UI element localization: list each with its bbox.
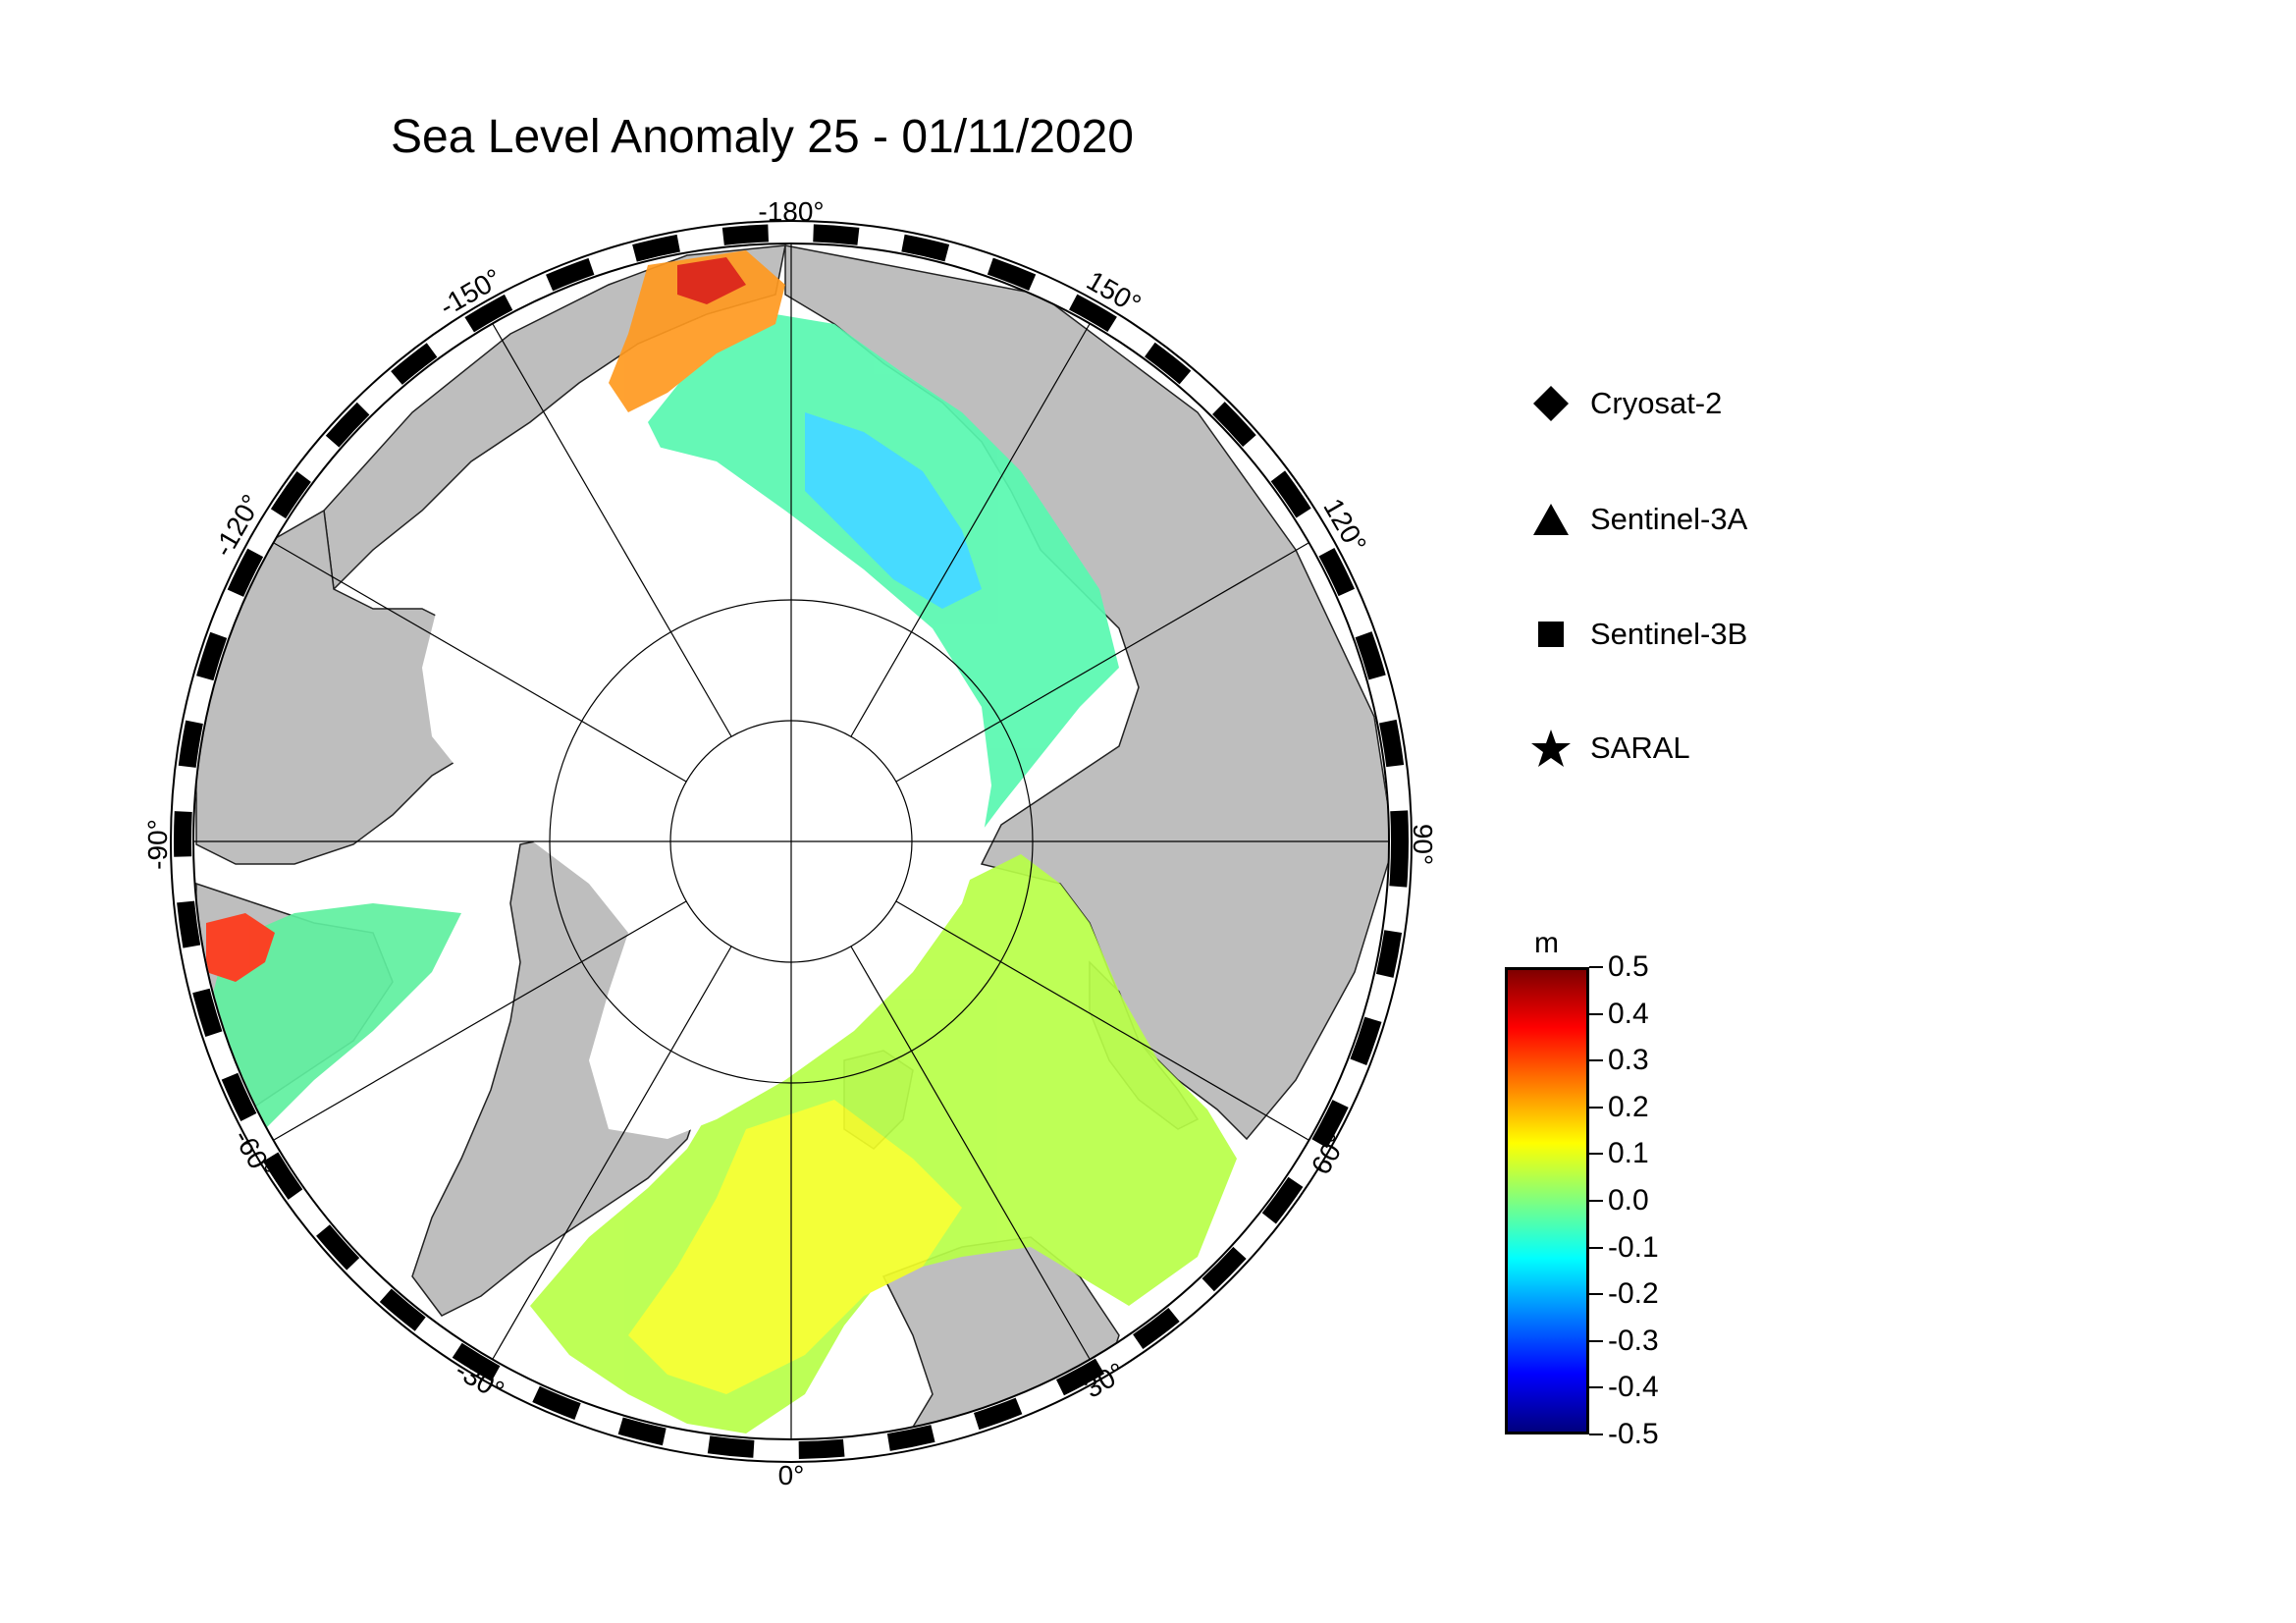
map-frame [170, 220, 1413, 1463]
frame-inner-line [192, 243, 1390, 1440]
lon-label: 0° [778, 1460, 805, 1490]
data-zone-chukchi-red [677, 257, 746, 304]
colorbar-tick-label: 0.2 [1608, 1090, 1649, 1123]
legend-label: SARAL [1590, 730, 1690, 765]
colorbar-tick-label: -0.4 [1608, 1371, 1659, 1404]
map-title: Sea Level Anomaly 25 - 01/11/2020 [391, 111, 1134, 163]
meridian-30 [850, 946, 1091, 1360]
data-zone-chukchi [609, 250, 785, 412]
meridian-60 [895, 900, 1309, 1141]
data-zone-baffin [206, 903, 461, 1149]
data-zone-siberian-blue [805, 412, 982, 609]
lon-label: -90° [142, 819, 173, 870]
colorbar-tick-mark [1589, 1434, 1603, 1435]
colorbar-tick-mark [1589, 1293, 1603, 1296]
square-icon [1538, 622, 1564, 647]
legend-label: Cryosat-2 [1590, 386, 1723, 420]
colorbar-tick-label: -0.5 [1608, 1418, 1659, 1450]
frame-outer-line [170, 220, 1413, 1463]
ice-no-data [422, 442, 991, 1139]
colorbar-tick-mark [1589, 1386, 1603, 1389]
colorbar-tick-label: 0.3 [1608, 1044, 1649, 1077]
lon-label: 90° [1408, 824, 1438, 865]
colorbar-tick-label: 0.4 [1608, 997, 1649, 1030]
legend-label: Sentinel-3B [1590, 617, 1748, 651]
meridian-m60 [273, 900, 687, 1141]
legend-item-sentinel-3b: Sentinel-3B [1529, 613, 1747, 656]
colorbar-tick-mark [1589, 1153, 1603, 1156]
anomaly-data [206, 250, 1237, 1434]
triangle-icon [1533, 504, 1569, 535]
colorbar-tick-mark [1589, 1059, 1603, 1062]
star-icon [1531, 730, 1571, 767]
colorbar-tick-label: 0.5 [1608, 950, 1649, 983]
graticule [194, 244, 1388, 1438]
colorbar-tick-mark [1589, 1012, 1603, 1015]
frame-outer-ring [174, 224, 1409, 1459]
colorbar-tick-label: -0.1 [1608, 1230, 1659, 1264]
meridian-150 [850, 323, 1091, 737]
colorbar-tick-label: -0.3 [1608, 1324, 1659, 1357]
meridian-m30 [492, 946, 732, 1360]
colorbar-tick-mark [1589, 1106, 1603, 1109]
colorbar-tick-label: 0.0 [1608, 1184, 1649, 1217]
colorbar-unit: m [1534, 927, 1559, 959]
data-zone-siberian [648, 314, 1119, 844]
colorbar-tick-mark [1589, 1246, 1603, 1249]
legend-item-sentinel-3a: Sentinel-3A [1529, 498, 1747, 541]
data-zone-atlantic-yellow [628, 1100, 962, 1394]
lon-label: -180° [758, 196, 824, 227]
colorbar-tick-label: -0.2 [1608, 1277, 1659, 1311]
diamond-icon [1533, 386, 1569, 421]
colorbar [1505, 967, 1589, 1434]
colorbar-tick-mark [1589, 1200, 1603, 1202]
data-zone-hudson [206, 913, 275, 982]
colorbar-tick-mark [1589, 966, 1603, 968]
meridian-m120 [273, 542, 687, 783]
meridian-120 [895, 542, 1309, 783]
legend-item-saral: SARAL [1529, 727, 1690, 770]
colorbar-tick-mark [1589, 1339, 1603, 1342]
meridian-m150 [492, 323, 732, 737]
colorbar-tick-label: 0.1 [1608, 1137, 1649, 1170]
legend-label: Sentinel-3A [1590, 502, 1748, 536]
legend-item-cryosat: Cryosat-2 [1529, 382, 1722, 425]
